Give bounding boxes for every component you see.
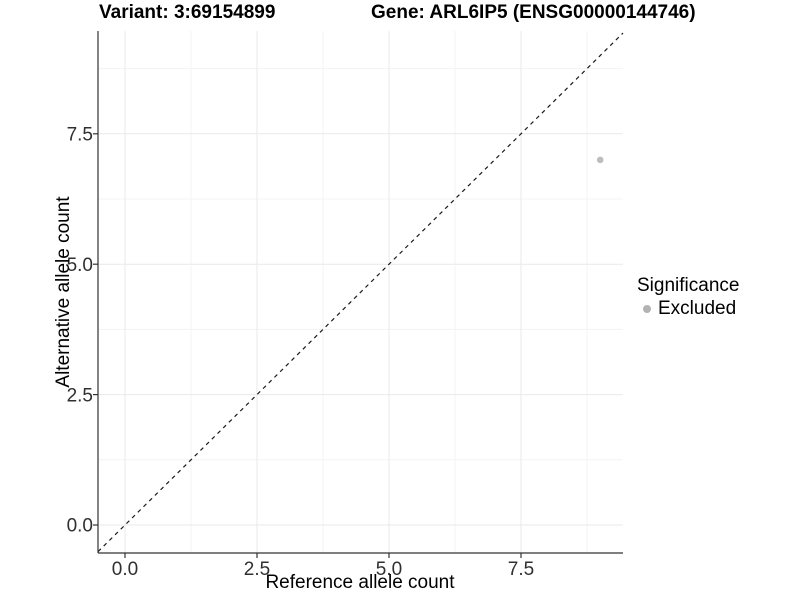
x-tick-label: 7.5	[508, 559, 534, 580]
legend-entry: Excluded	[637, 298, 739, 319]
y-tick-label: 0.0	[67, 516, 93, 537]
y-tick-label: 5.0	[67, 255, 93, 276]
x-tick-label: 0.0	[112, 559, 138, 580]
legend: Significance Excluded	[637, 275, 739, 318]
x-tick-label: 2.5	[244, 559, 270, 580]
y-axis-title: Alternative allele count	[53, 196, 74, 388]
variant-title: Variant: 3:69154899	[99, 2, 276, 23]
identity-dashed-line	[97, 32, 624, 553]
legend-entry-label: Excluded	[658, 298, 737, 319]
y-tick-label: 7.5	[67, 124, 93, 145]
data-point	[596, 156, 604, 164]
gene-title: Gene: ARL6IP5 (ENSG00000144746)	[371, 2, 696, 23]
legend-title: Significance	[637, 275, 740, 296]
x-tick-label: 5.0	[376, 559, 402, 580]
legend-point-icon	[643, 305, 651, 313]
y-tick-label: 2.5	[67, 385, 93, 406]
x-axis-title: Reference allele count	[265, 572, 455, 593]
